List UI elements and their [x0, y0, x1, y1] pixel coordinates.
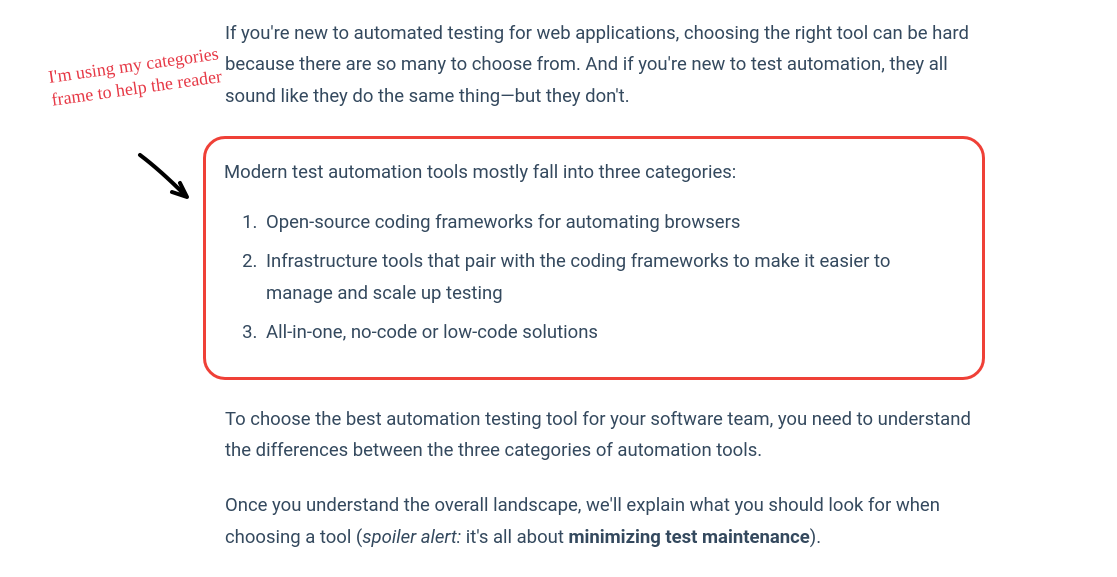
spoiler-alert-italic: spoiler alert: — [362, 526, 461, 548]
box-intro-text: Modern test automation tools mostly fall… — [224, 157, 954, 188]
after-box-paragraph: To choose the best automation testing to… — [225, 404, 985, 467]
closing-text-after: ). — [810, 526, 821, 548]
list-item: Open-source coding frameworks for automa… — [262, 207, 954, 238]
closing-paragraph: Once you understand the overall landscap… — [225, 490, 985, 553]
intro-paragraph: If you're new to automated testing for w… — [225, 18, 985, 112]
article-content: If you're new to automated testing for w… — [225, 18, 985, 577]
minimizing-maintenance-bold: minimizing test maintenance — [568, 526, 809, 548]
closing-text-mid: it's all about — [461, 526, 568, 548]
handwritten-annotation: I'm using my categories frame to help th… — [38, 41, 232, 112]
categories-list: Open-source coding frameworks for automa… — [224, 207, 954, 349]
list-item: All-in-one, no-code or low-code solution… — [262, 317, 954, 348]
highlighted-categories-box: Modern test automation tools mostly fall… — [203, 136, 985, 379]
list-item: Infrastructure tools that pair with the … — [262, 246, 954, 309]
arrow-icon — [130, 150, 200, 214]
